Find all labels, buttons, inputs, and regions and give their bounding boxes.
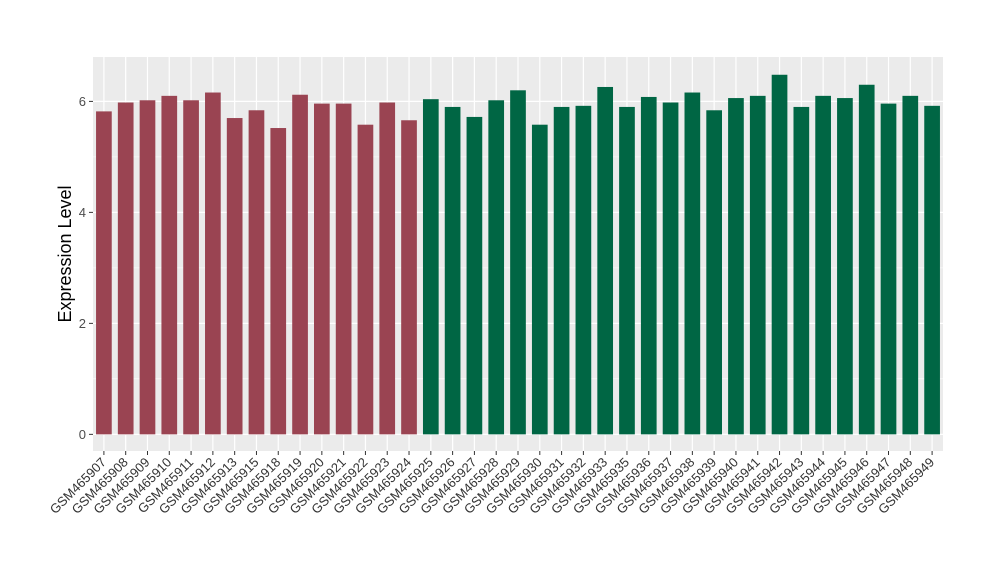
y-tick-label: 6 — [79, 94, 86, 109]
bar-GSM465933 — [597, 86, 614, 435]
bar-GSM465940 — [728, 98, 744, 435]
y-tick-label: 0 — [79, 427, 86, 442]
bar-GSM465942 — [771, 74, 788, 435]
bar-GSM465926 — [444, 106, 461, 435]
bar-GSM465937 — [662, 102, 679, 435]
y-tick-label: 4 — [79, 205, 86, 220]
bar-GSM465908 — [117, 102, 134, 435]
bar-GSM465911 — [183, 100, 199, 435]
bar-GSM465919 — [292, 94, 308, 435]
bar-GSM465922 — [357, 124, 374, 435]
bar-GSM465946 — [858, 84, 875, 435]
bar-GSM465945 — [837, 98, 853, 435]
y-tick-label: 2 — [79, 316, 86, 331]
bar-GSM465909 — [139, 100, 156, 435]
bar-GSM465947 — [880, 103, 897, 435]
bar-GSM465941 — [749, 95, 766, 435]
bar-GSM465925 — [422, 99, 439, 435]
bar-GSM465943 — [793, 106, 810, 435]
y-axis: 0 2 4 6 — [79, 94, 93, 442]
bar-GSM465936 — [640, 96, 657, 435]
bar-GSM465927 — [466, 116, 483, 435]
bar-GSM465931 — [553, 106, 570, 435]
bar-GSM465907 — [96, 111, 112, 435]
bar-GSM465932 — [575, 105, 592, 435]
bar-GSM465913 — [226, 118, 243, 435]
bar-GSM465949 — [924, 105, 940, 435]
bar-GSM465923 — [379, 102, 396, 435]
bar-GSM465938 — [684, 92, 701, 435]
bar-GSM465924 — [401, 120, 417, 435]
y-axis-title: Expression Level — [55, 185, 75, 322]
bar-GSM465944 — [815, 95, 831, 435]
bar-GSM465939 — [706, 110, 722, 435]
bar-GSM465912 — [205, 92, 221, 435]
bar-GSM465948 — [902, 95, 919, 435]
bar-GSM465910 — [161, 95, 178, 435]
bars — [96, 74, 940, 435]
bar-GSM465915 — [248, 110, 265, 435]
bar-GSM465930 — [531, 124, 548, 435]
bar-GSM465918 — [270, 128, 287, 435]
x-axis: GSM465907GSM465908GSM465909GSM465910GSM4… — [47, 451, 937, 517]
bar-GSM465920 — [314, 103, 330, 435]
bar-GSM465921 — [335, 103, 352, 435]
bar-GSM465929 — [510, 90, 526, 435]
bar-GSM465935 — [619, 106, 635, 435]
bar-GSM465928 — [488, 100, 505, 435]
